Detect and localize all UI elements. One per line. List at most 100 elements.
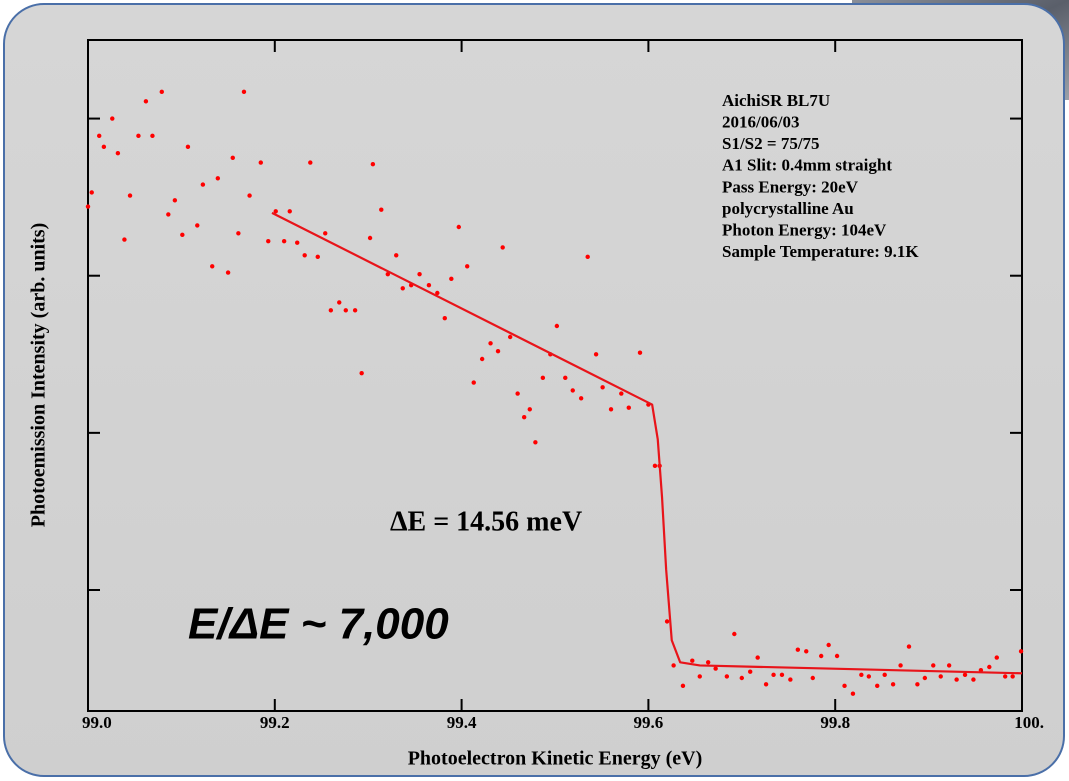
data-point (200, 182, 206, 187)
data-point (724, 674, 730, 679)
data-point (159, 89, 164, 95)
annotation-line: Sample Temperature: 9.1K (722, 242, 919, 261)
data-point (370, 161, 376, 167)
data-point (266, 238, 271, 244)
data-point (922, 675, 928, 681)
data-point (521, 414, 527, 420)
data-point (906, 644, 912, 649)
data-point (637, 350, 643, 355)
data-point (671, 663, 676, 668)
y-axis-label: Photoemission Intensity (arb. units) (28, 223, 50, 527)
data-point (417, 271, 422, 277)
data-point (185, 144, 191, 150)
data-point (938, 674, 943, 679)
data-point (859, 672, 864, 678)
data-point (850, 691, 856, 696)
data-point (804, 649, 809, 654)
annotation-line: Photon Energy: 104eV (722, 221, 887, 240)
data-point (875, 683, 880, 689)
annotation-line: polycrystalline Au (722, 199, 854, 218)
data-point (834, 653, 840, 659)
data-point (101, 144, 107, 150)
data-point (680, 683, 686, 689)
data-point (127, 193, 133, 198)
data-point (281, 238, 287, 244)
data-point (962, 672, 968, 678)
data-point (748, 669, 753, 674)
data-point (323, 231, 328, 236)
data-point (755, 655, 760, 660)
data-point (479, 356, 485, 362)
data-point (987, 664, 992, 670)
data-point (1018, 649, 1024, 654)
data-point (818, 653, 824, 659)
data-point (890, 682, 896, 687)
data-point (763, 682, 769, 687)
data-point (225, 270, 231, 275)
data-point (705, 660, 711, 665)
data-point (866, 674, 872, 679)
data-point (652, 463, 658, 469)
data-point (337, 300, 342, 305)
data-point (308, 160, 313, 165)
data-point (273, 209, 278, 214)
data-point (732, 631, 737, 637)
data-point (527, 407, 532, 412)
data-point (500, 245, 505, 250)
data-point (626, 405, 631, 410)
data-point (842, 683, 847, 689)
data-point (563, 375, 568, 381)
data-point (664, 619, 670, 624)
resolving-power-label: E/ΔE ~ 7,000 (188, 600, 449, 649)
data-point (585, 254, 590, 260)
annotation-line: A1 Slit: 0.4mm straight (722, 156, 892, 175)
data-point (788, 677, 793, 682)
data-point (115, 150, 121, 156)
data-point (570, 388, 575, 393)
data-point (713, 666, 718, 671)
data-point (435, 290, 440, 296)
data-point (442, 315, 447, 321)
data-point (739, 675, 744, 681)
data-point (779, 672, 785, 678)
data-point (554, 323, 560, 329)
data-point (1010, 674, 1015, 679)
data-point (136, 133, 141, 139)
data-point (247, 193, 252, 198)
x-tick-label: 100. (1014, 713, 1044, 732)
data-point (97, 133, 102, 139)
data-point (172, 198, 178, 203)
data-point (600, 385, 605, 390)
panel (3, 3, 1065, 777)
data-point (143, 99, 149, 104)
annotation-line: Pass Energy: 20eV (722, 177, 859, 196)
data-point (771, 672, 776, 678)
data-point (379, 207, 384, 212)
data-point (915, 682, 920, 687)
data-point (166, 212, 171, 217)
x-tick-label: 99.2 (260, 713, 290, 732)
data-point (931, 663, 936, 668)
data-point (236, 231, 241, 236)
annotation-line: 2016/06/03 (722, 113, 799, 132)
data-point (215, 176, 221, 181)
x-axis-label: Photoelectron Kinetic Energy (eV) (408, 748, 703, 770)
data-point (122, 237, 127, 242)
data-point (258, 160, 263, 165)
data-point (795, 647, 801, 652)
data-point (295, 240, 300, 245)
data-point (89, 190, 94, 195)
data-point (946, 663, 952, 668)
data-point (898, 663, 903, 668)
data-point (826, 642, 831, 648)
data-point (150, 133, 155, 139)
data-point (343, 308, 348, 313)
data-point (315, 254, 320, 260)
x-tick-label: 99.8 (820, 713, 850, 732)
data-point (971, 677, 976, 682)
data-point (593, 352, 599, 357)
data-point (110, 116, 115, 121)
data-point (465, 264, 470, 269)
data-point (352, 308, 358, 313)
